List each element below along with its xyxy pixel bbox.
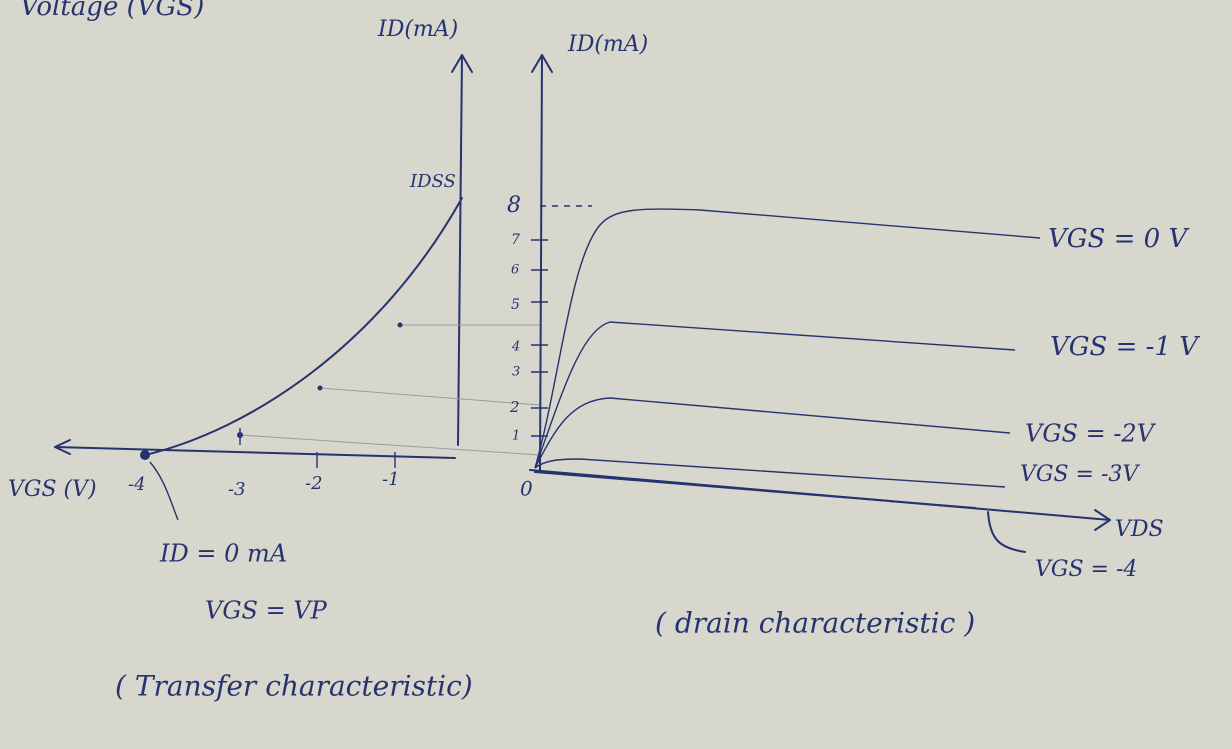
annotation: ID = 0 mA <box>159 540 287 568</box>
curve-label: VGS = -3V <box>1020 462 1140 487</box>
drain-tick: 2 <box>509 398 520 416</box>
diagram: Voltage (VGS) ID(mA) IDSS VGS (V) -4 -3 … <box>0 0 1232 749</box>
drain-tick: 6 <box>511 263 519 278</box>
drain-tick: 8 <box>507 193 521 218</box>
curve-label: VGS = -1 V <box>1050 332 1200 362</box>
paper <box>0 0 1232 749</box>
caption: ( Transfer characteristic) <box>115 670 473 703</box>
drain-tick: 7 <box>511 232 520 248</box>
curve-label: VGS = -4 <box>1035 557 1137 582</box>
curve-label: VGS = 0 V <box>1048 224 1189 254</box>
drain-tick: 4 <box>511 340 520 355</box>
drain-tick: 5 <box>511 297 520 313</box>
drain-tick: 3 <box>512 365 520 380</box>
caption: ( drain characteristic ) <box>655 607 975 640</box>
origin: 0 <box>520 477 533 501</box>
title: Voltage (VGS) <box>20 0 204 22</box>
transfer-tick: -3 <box>228 479 246 500</box>
transfer-tick: -4 <box>128 474 146 495</box>
curve-label: VGS = -2V <box>1025 420 1157 448</box>
drain-tick: 1 <box>512 429 520 444</box>
transfer-y-label: ID(mA) <box>377 17 458 42</box>
idss-label: IDSS <box>409 171 456 192</box>
drain-x-label: VDS <box>1115 517 1164 542</box>
transfer-x-label: VGS (V) <box>8 477 97 502</box>
annotation: VGS = VP <box>205 597 328 625</box>
drain-y-label: ID(mA) <box>567 32 648 57</box>
transfer-tick: -2 <box>305 473 323 494</box>
transfer-tick: -1 <box>382 469 400 490</box>
